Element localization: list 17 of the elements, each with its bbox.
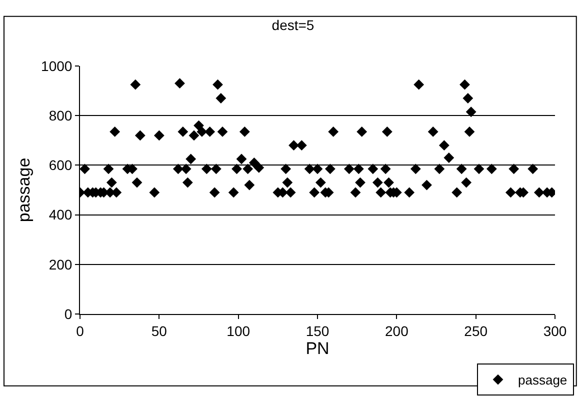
chart-title: dest=5 <box>272 17 314 34</box>
x-tick-label: 300 <box>543 322 567 339</box>
y-axis-title: passage <box>14 158 34 222</box>
y-tick-label: 600 <box>48 157 72 174</box>
y-tick-label: 200 <box>48 256 72 272</box>
y-tick-label: 800 <box>48 108 72 124</box>
x-tick-label: 50 <box>151 322 168 339</box>
x-tick-label: 200 <box>384 322 409 339</box>
x-tick-label: 150 <box>306 322 330 339</box>
x-axis-title: PN <box>306 339 330 358</box>
y-tick-label: 400 <box>48 206 72 223</box>
x-tick-label: 100 <box>226 322 250 339</box>
y-tick-label: 0 <box>64 306 72 322</box>
x-tick-label: 250 <box>464 322 488 339</box>
y-tick-label: 1000 <box>41 58 72 74</box>
x-tick-label: 0 <box>76 322 84 339</box>
legend-label: passage <box>518 372 568 388</box>
